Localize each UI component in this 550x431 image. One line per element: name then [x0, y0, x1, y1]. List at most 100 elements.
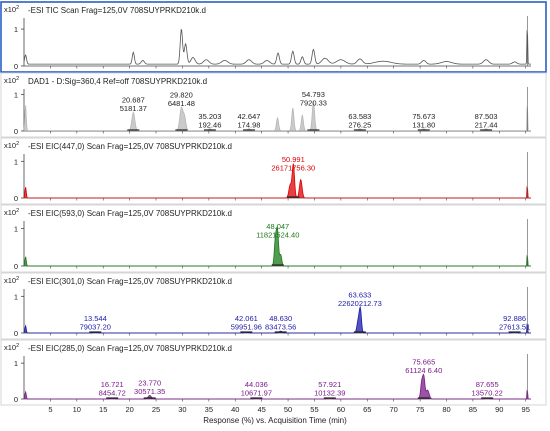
y-tick-label: 1: [14, 25, 18, 34]
signal-trace: [23, 226, 531, 267]
peak-time-label: 13.544: [84, 314, 107, 323]
peak-area-label: 217.44: [475, 120, 498, 129]
x-tick-label: 30: [178, 405, 186, 414]
peak-time-label: 87.503: [475, 112, 498, 121]
chart-panel-5: x102 -ESI EIC(301,0) Scan Frag=125,0V 708…: [0, 272, 547, 340]
peak-time-label: 48.047: [266, 222, 289, 231]
y-multiplier: x102: [4, 208, 19, 217]
y-multiplier: x102: [4, 5, 19, 14]
x-tick-label: 45: [257, 405, 265, 414]
peak-time-label: 54.793: [302, 90, 325, 99]
peak-area-label: 27613.51: [499, 323, 530, 332]
peak-area-label: 174.98: [238, 120, 261, 129]
peak-area-label: 11821524.40: [256, 231, 299, 240]
panel-title: -ESI TIC Scan Frag=125,0V 708SUYPRKD210k…: [28, 6, 206, 15]
peak-time-label: 92.886: [503, 314, 526, 323]
peak-time-label: 16.721: [101, 380, 124, 389]
peak-time-label: 42.647: [238, 112, 261, 121]
x-tick-label: 40: [231, 405, 239, 414]
x-tick-label: 80: [442, 405, 450, 414]
panel-frame: [0, 1, 547, 73]
peak-area-label: 22620212.73: [338, 299, 382, 308]
y-tick-label: 0: [14, 395, 18, 404]
x-tick-label: 95: [522, 405, 530, 414]
y-multiplier: x102: [4, 141, 19, 150]
y-tick-label: 0: [14, 127, 18, 136]
peak-area-label: 10132.39: [314, 389, 345, 398]
peak-time-label: 42.061: [235, 314, 258, 323]
peak-time-label: 48.630: [269, 314, 292, 323]
peak-area-label: 131.80: [412, 120, 435, 129]
peak-time-label: 50.991: [282, 155, 305, 164]
y-multiplier: x102: [4, 276, 19, 285]
chart-panel-3: x102 -ESI EIC(447,0) Scan Frag=125,0V 708…: [0, 137, 547, 205]
y-multiplier: x102: [4, 343, 19, 352]
x-tick-label: 5: [48, 405, 52, 414]
panel-title: DAD1 - D:Sig=360,4 Ref=off 708SUYPRKD210…: [28, 77, 207, 86]
x-tick-label: 20: [125, 405, 133, 414]
signal-trace: [23, 305, 531, 334]
panel-title: -ESI EIC(285,0) Scan Frag=125,0V 708SUYP…: [28, 344, 232, 353]
x-tick-label: 25: [152, 405, 160, 414]
peak-area-label: 192.46: [198, 120, 221, 129]
x-tick-label: 85: [469, 405, 477, 414]
y-tick-label: 1: [14, 90, 18, 99]
x-tick-label: 75: [416, 405, 424, 414]
peak-area-label: 59951.96: [231, 323, 262, 332]
peak-area-label: 8454.72: [99, 389, 126, 398]
peak-time-label: 35.203: [198, 112, 221, 121]
peak-time-label: 29.820: [170, 90, 193, 99]
peak-area-label: 61124 6.40: [405, 366, 442, 375]
chart-panel-4: x102 -ESI EIC(593,0) Scan Frag=125,0V 708…: [0, 204, 547, 273]
peak-time-label: 63.583: [348, 112, 371, 121]
chart-panel-1: x102 -ESI TIC Scan Frag=125,0V 708SUYPRKD…: [0, 1, 547, 73]
y-tick-label: 0: [14, 329, 18, 338]
peak-area-label: 5181.37: [120, 104, 147, 113]
peak-time-label: 20.687: [122, 95, 145, 104]
peak-time-label: 57.921: [318, 380, 341, 389]
x-tick-label: 35: [205, 405, 213, 414]
panel-frame: [0, 137, 547, 205]
peak-area-label: 7920.33: [300, 99, 327, 108]
x-tick-label: 60: [337, 405, 345, 414]
x-tick-label: 15: [99, 405, 107, 414]
panel-title: -ESI EIC(447,0) Scan Frag=125,0V 708SUYP…: [28, 142, 232, 151]
peak-time-label: 75.673: [412, 112, 435, 121]
x-axis-label: Response (%) vs. Acquisition Time (min): [203, 416, 347, 425]
panel-title: -ESI EIC(593,0) Scan Frag=125,0V 708SUYP…: [28, 209, 232, 218]
peak-area-label: 276.25: [348, 120, 371, 129]
peak-area-label: 26171756.30: [271, 164, 315, 173]
peak-area-label: 30571.35: [134, 387, 165, 396]
panel-frame: [0, 339, 547, 406]
x-tick-label: 10: [73, 405, 81, 414]
panel-title: -ESI EIC(301,0) Scan Frag=125,0V 708SUYP…: [28, 277, 232, 286]
peak-time-label: 87.655: [476, 380, 499, 389]
y-tick-label: 0: [14, 62, 18, 71]
peak-area-label: 6481.48: [168, 99, 195, 108]
y-tick-label: 1: [14, 225, 18, 234]
y-tick-label: 1: [14, 157, 18, 166]
peak-area-label: 13570.22: [472, 389, 503, 398]
peak-area-label: 79037.20: [80, 323, 111, 332]
x-tick-label: 70: [390, 405, 398, 414]
signal-area: [24, 101, 531, 131]
x-tick-label: 65: [363, 405, 371, 414]
peak-area-label: 10671.97: [241, 389, 272, 398]
x-tick-label: 50: [284, 405, 292, 414]
x-tick-label: 90: [495, 405, 503, 414]
signal-trace: [23, 373, 531, 400]
chart-panel-6: x102 -ESI EIC(285,0) Scan Frag=125,0V 708…: [0, 339, 547, 406]
chart-panel-2: x102 DAD1 - D:Sig=360,4 Ref=off 708SUYPRK…: [0, 72, 547, 138]
signal-trace: [23, 28, 531, 65]
peak-time-label: 44.036: [245, 380, 268, 389]
peak-time-label: 75.665: [412, 358, 435, 367]
y-tick-label: 1: [14, 292, 18, 301]
y-multiplier: x102: [4, 76, 19, 85]
y-tick-label: 0: [14, 194, 18, 203]
peak-time-label: 63.633: [348, 290, 371, 299]
panel-frame: [0, 272, 547, 340]
signal-trace: [23, 163, 531, 199]
y-tick-label: 1: [14, 359, 18, 368]
x-tick-label: 55: [310, 405, 318, 414]
